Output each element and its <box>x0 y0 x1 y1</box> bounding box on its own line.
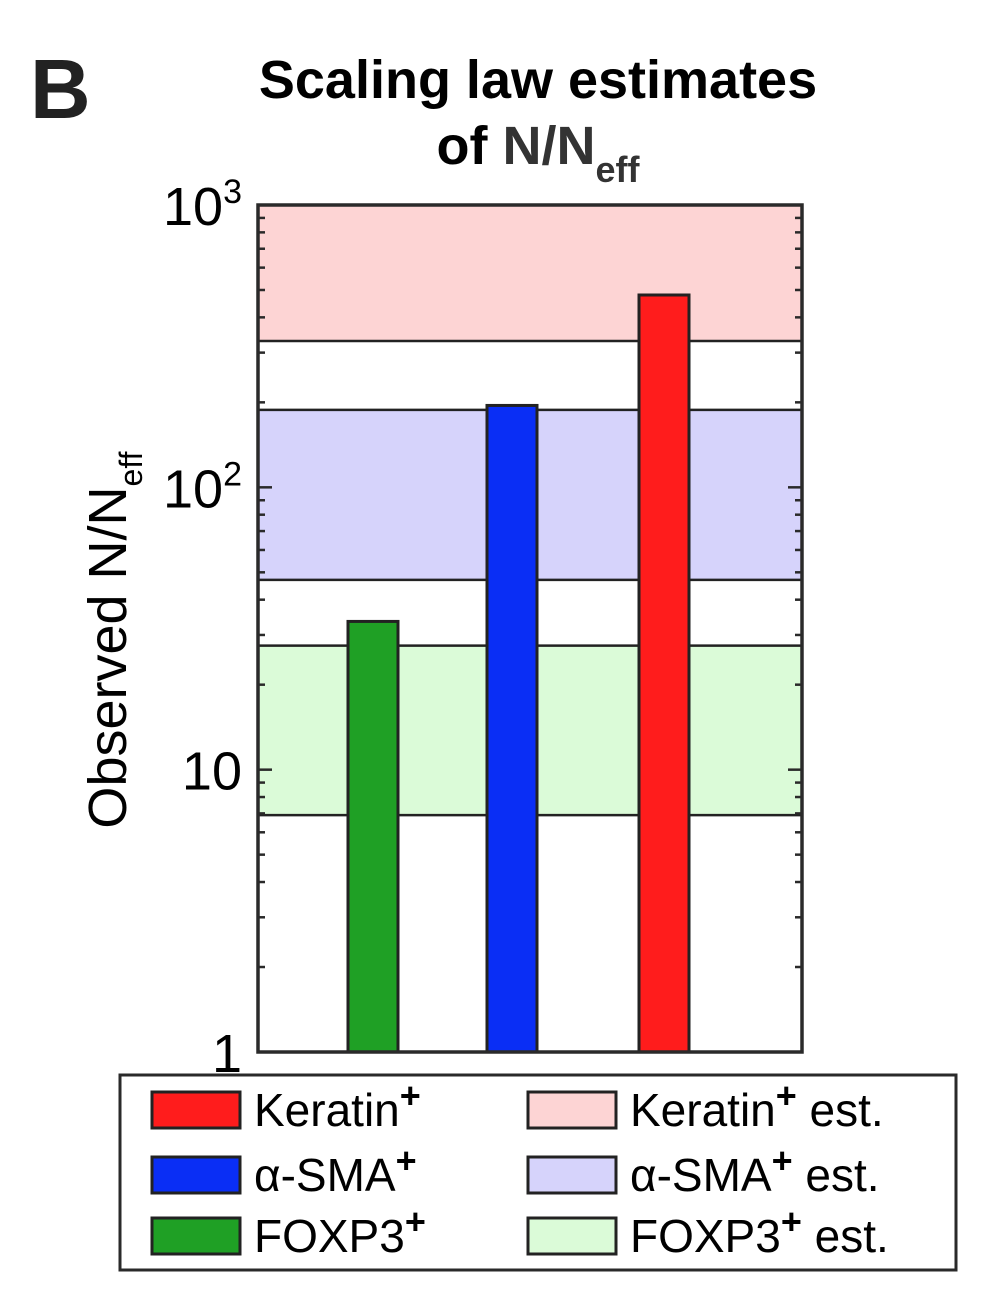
legend-swatch-keratin <box>150 1090 242 1130</box>
legend-label-superscript: + <box>405 1201 426 1242</box>
panel-label: B <box>30 42 91 136</box>
legend-label-text: FOXP3 <box>254 1210 405 1262</box>
y-axis-label-main: Observed N/N <box>78 486 138 828</box>
legend-label-text: Keratin <box>630 1084 776 1136</box>
bar-sma <box>485 403 539 1054</box>
title-prefix: of <box>437 116 503 176</box>
legend-label-superscript: + <box>396 1140 417 1181</box>
y-tick-label-exponent: 2 <box>223 455 242 493</box>
chart-title-line1: Scaling law estimates <box>259 50 817 110</box>
y-tick-label: 103 <box>163 173 242 237</box>
axes <box>256 203 804 1054</box>
legend-label-sma: α-SMA+ <box>254 1140 417 1201</box>
legend-label-foxp3: FOXP3+ <box>254 1201 426 1262</box>
legend-label-text: Keratin <box>254 1084 400 1136</box>
title-symbol: N/N <box>502 116 595 176</box>
bar-foxp3 <box>346 619 400 1054</box>
legend-label-suffix: est. <box>793 1149 880 1201</box>
legend-swatch-foxp3_band <box>526 1216 618 1256</box>
y-tick-label-base: 10 <box>182 742 242 802</box>
legend-label-foxp3_band: FOXP3+ est. <box>630 1201 889 1262</box>
legend-label-superscript: + <box>400 1075 421 1116</box>
legend-label-sma_band: α-SMA+ est. <box>630 1140 880 1201</box>
axes-box <box>256 203 804 1054</box>
legend-swatch-sma <box>150 1155 242 1195</box>
y-tick-label-exponent: 3 <box>223 173 242 211</box>
legend: Keratin+ Keratin+ est.α-SMA+ α-SMA+ est.FO… <box>150 1075 889 1262</box>
band-keratin_band <box>258 205 802 341</box>
y-tick-label-base: 10 <box>163 459 223 519</box>
legend-label-suffix: est. <box>802 1210 889 1262</box>
y-tick-label: 102 <box>163 455 242 519</box>
legend-label-superscript: + <box>776 1075 797 1116</box>
legend-label-superscript: + <box>781 1201 802 1242</box>
bar-keratin <box>637 293 691 1054</box>
legend-label-text: α-SMA <box>254 1149 396 1201</box>
legend-label-keratin: Keratin+ <box>254 1075 421 1136</box>
y-axis-label-subscript: eff <box>113 451 149 486</box>
y-axis-label: Observed N/Neff <box>78 451 149 828</box>
chart-title-line2: of N/Neff <box>437 116 641 190</box>
legend-label-suffix: est. <box>797 1084 884 1136</box>
bars <box>346 293 691 1054</box>
legend-swatch-sma_band <box>526 1155 618 1195</box>
y-tick-label-base: 10 <box>163 177 223 237</box>
legend-label-superscript: + <box>772 1140 793 1181</box>
title-symbol-subscript: eff <box>595 149 640 190</box>
legend-label-text: FOXP3 <box>630 1210 781 1262</box>
legend-swatch-keratin_band <box>526 1090 618 1130</box>
legend-label-keratin_band: Keratin+ est. <box>630 1075 884 1136</box>
legend-label-text: α-SMA <box>630 1149 772 1201</box>
legend-swatch-foxp3 <box>150 1216 242 1256</box>
y-tick-label: 10 <box>182 742 242 802</box>
